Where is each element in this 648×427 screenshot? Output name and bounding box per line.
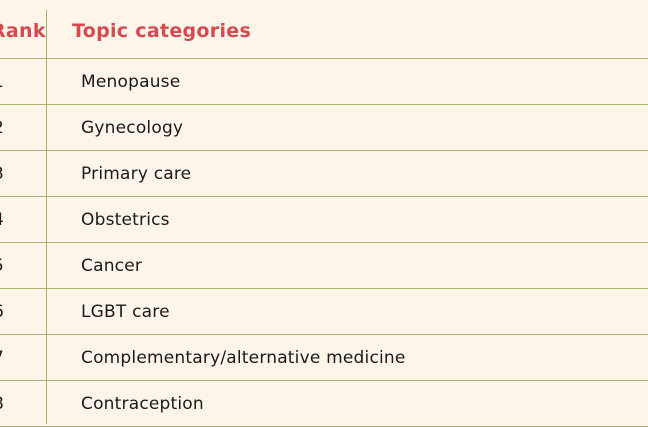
rank-column-header: Rank bbox=[0, 20, 46, 42]
topic-cell: Contraception bbox=[81, 394, 204, 414]
topic-cell: Obstetrics bbox=[81, 210, 170, 230]
rank-cell: 2 bbox=[0, 118, 4, 138]
rank-cell: 7 bbox=[0, 348, 4, 368]
rank-cell: 3 bbox=[0, 164, 4, 184]
table-row: 5 Cancer bbox=[0, 243, 648, 289]
table-row: 1 Menopause bbox=[0, 59, 648, 105]
column-divider bbox=[46, 10, 47, 424]
table-row: 2 Gynecology bbox=[0, 105, 648, 151]
rank-cell: 1 bbox=[0, 72, 4, 92]
table-row: 6 LGBT care bbox=[0, 289, 648, 335]
table-header: Rank Topic categories bbox=[0, 0, 648, 59]
table-row: 7 Complementary/alternative medicine bbox=[0, 335, 648, 381]
topic-cell: Gynecology bbox=[81, 118, 184, 138]
topic-cell: Cancer bbox=[81, 256, 143, 276]
topic-cell: Primary care bbox=[81, 164, 192, 184]
rank-cell: 4 bbox=[0, 210, 4, 230]
rank-cell: 5 bbox=[0, 256, 4, 276]
topic-column-header: Topic categories bbox=[72, 20, 252, 42]
table-row: 3 Primary care bbox=[0, 151, 648, 197]
topic-cell: LGBT care bbox=[81, 302, 170, 322]
topic-cell: Complementary/alternative medicine bbox=[81, 348, 406, 368]
table-row: 4 Obstetrics bbox=[0, 197, 648, 243]
rank-cell: 8 bbox=[0, 394, 4, 414]
rank-cell: 6 bbox=[0, 302, 4, 322]
topic-cell: Menopause bbox=[81, 72, 181, 92]
table-row: 8 Contraception bbox=[0, 381, 648, 427]
